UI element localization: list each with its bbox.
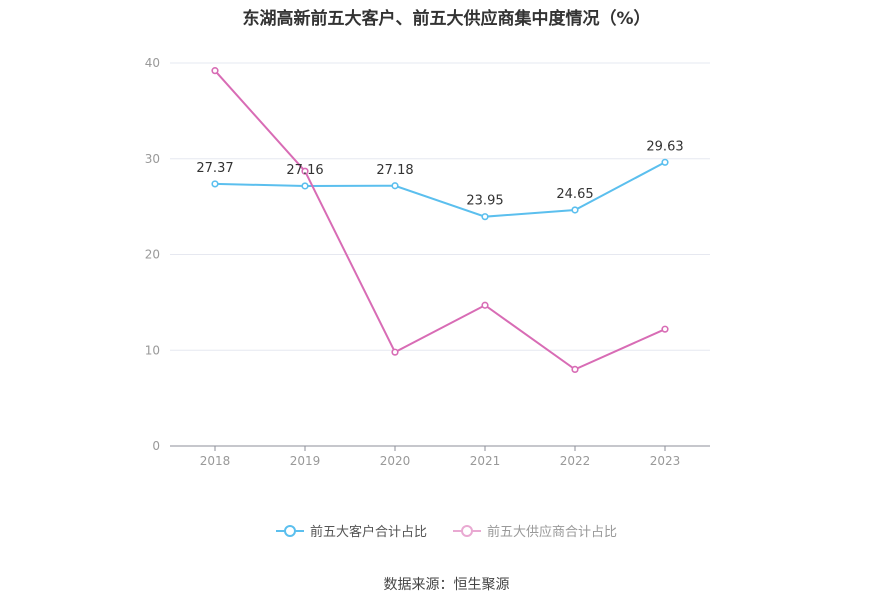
data-point[interactable] [391, 348, 399, 356]
y-tick-label: 10 [145, 343, 160, 357]
legend-line-icon [275, 524, 304, 537]
data-source: 数据来源：恒生聚源 [383, 577, 510, 593]
data-label: 29.63 [646, 139, 683, 154]
x-tick-label: 2021 [470, 454, 501, 468]
data-point[interactable] [571, 206, 579, 214]
data-point[interactable] [391, 182, 399, 190]
data-labels: 27.37 27.16 27.18 23.95 24.65 29.63 [196, 139, 683, 208]
legend-label-customers: 前五大客户合计占比 [309, 525, 427, 540]
x-tick-label: 2019 [290, 454, 321, 468]
x-tick-label: 2018 [200, 454, 231, 468]
data-label: 27.16 [286, 163, 323, 178]
data-point[interactable] [301, 182, 309, 190]
data-point[interactable] [481, 301, 489, 309]
data-point[interactable] [661, 158, 669, 166]
x-tick-label: 2020 [380, 454, 411, 468]
data-label: 27.18 [376, 163, 413, 178]
grid-lines [170, 62, 710, 351]
y-tick-label: 40 [145, 56, 160, 70]
axes: 0 10 20 30 40 2018 2019 2020 2021 2022 2023 [145, 56, 710, 468]
data-label: 24.65 [556, 187, 593, 202]
legend-label-suppliers: 前五大供应商合计占比 [487, 525, 618, 540]
data-point[interactable] [661, 325, 669, 333]
legend: 前五大客户合计占比 前五大供应商合计占比 [0, 521, 893, 540]
series-line-1 [214, 69, 666, 371]
x-tick-label: 2023 [650, 454, 681, 468]
legend-item-suppliers[interactable]: 前五大供应商合计占比 [453, 521, 617, 540]
y-tick-label: 0 [152, 439, 160, 453]
chart-title: 东湖高新前五大客户、前五大供应商集中度情况（%） [242, 9, 651, 29]
data-point[interactable] [481, 213, 489, 221]
data-point[interactable] [571, 365, 579, 374]
data-label: 27.37 [196, 161, 233, 176]
legend-item-customers[interactable]: 前五大客户合计占比 [275, 521, 427, 540]
legend-line-icon [453, 524, 481, 537]
x-tick-label: 2022 [560, 454, 591, 468]
series-line-0 [214, 161, 666, 218]
data-point[interactable] [211, 180, 219, 188]
data-point[interactable] [301, 167, 309, 175]
data-point[interactable] [211, 67, 219, 75]
y-tick-label: 20 [145, 248, 160, 262]
series-lines [211, 67, 669, 374]
y-tick-label: 30 [145, 152, 160, 166]
data-label: 23.95 [466, 194, 503, 209]
